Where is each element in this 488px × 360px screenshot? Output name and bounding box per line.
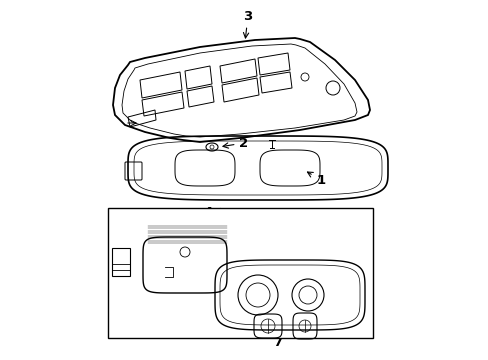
- Text: 1: 1: [307, 172, 325, 186]
- Text: 6: 6: [231, 246, 262, 258]
- Bar: [108, 208, 372, 338]
- Text: 5: 5: [191, 293, 214, 306]
- Text: 2: 2: [223, 136, 248, 149]
- Text: 7: 7: [273, 331, 282, 348]
- Bar: [112, 248, 130, 276]
- Text: 4: 4: [203, 206, 212, 219]
- Text: 3: 3: [243, 9, 252, 38]
